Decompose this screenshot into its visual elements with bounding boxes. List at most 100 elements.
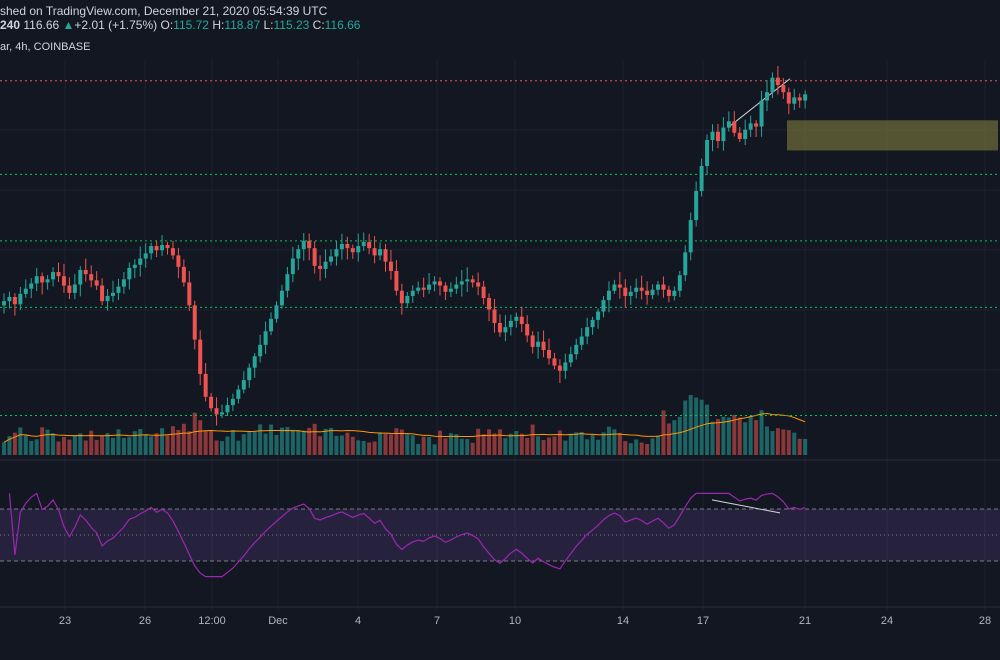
published-line: shed on TradingView.com, December 21, 20… bbox=[0, 4, 328, 18]
candle-body bbox=[775, 77, 780, 85]
volume-bar bbox=[7, 436, 12, 455]
candle-body bbox=[623, 287, 628, 296]
volume-bar bbox=[61, 436, 66, 455]
x-tick-label: 10 bbox=[509, 615, 521, 627]
candle-body bbox=[56, 272, 61, 277]
volume-bar bbox=[568, 433, 573, 455]
candle-body bbox=[743, 129, 748, 139]
volume-bar bbox=[710, 421, 715, 455]
volume-bar bbox=[454, 434, 459, 455]
candle-body bbox=[487, 298, 492, 310]
volume-bar bbox=[225, 436, 230, 455]
candle-body bbox=[710, 131, 715, 141]
candle-body bbox=[634, 287, 639, 292]
volume-bar bbox=[214, 440, 219, 455]
volume-bar bbox=[296, 430, 301, 455]
candle-body bbox=[443, 285, 448, 292]
volume-bar bbox=[536, 436, 541, 455]
volume-ma-line bbox=[3, 413, 806, 443]
x-tick-label: 17 bbox=[697, 615, 709, 627]
volume-bar bbox=[372, 441, 377, 455]
volume-bar bbox=[247, 431, 252, 455]
candle-body bbox=[312, 248, 317, 266]
volume-bar bbox=[459, 438, 464, 455]
candle-body bbox=[285, 274, 290, 291]
volume-bar bbox=[94, 439, 99, 455]
volume-bar bbox=[230, 430, 235, 455]
volume-bar bbox=[530, 424, 535, 455]
candle-body bbox=[672, 290, 677, 296]
volume-bar bbox=[525, 437, 530, 455]
change-arrow-icon: ▲ bbox=[62, 18, 75, 32]
volume-bar bbox=[252, 432, 257, 455]
volume-bar bbox=[732, 414, 737, 455]
volume-bar bbox=[705, 404, 710, 455]
x-tick-label: 23 bbox=[59, 615, 71, 627]
volume-bar bbox=[323, 428, 328, 455]
price-candles bbox=[2, 66, 808, 426]
volume-bar bbox=[759, 410, 764, 455]
volume-bar bbox=[263, 433, 268, 455]
volume-bar bbox=[639, 442, 644, 455]
volume-bar bbox=[72, 435, 77, 455]
volume-bar bbox=[748, 416, 753, 455]
candle-body bbox=[67, 285, 72, 293]
candle-body bbox=[481, 286, 486, 299]
volume-bar bbox=[590, 434, 595, 455]
candle-body bbox=[759, 100, 764, 127]
volume-bar bbox=[89, 430, 94, 455]
volume-bar bbox=[672, 420, 677, 455]
volume-bar bbox=[770, 431, 775, 455]
candle-body bbox=[715, 131, 720, 142]
volume-bar bbox=[721, 416, 726, 455]
candle-body bbox=[508, 320, 513, 328]
candle-body bbox=[726, 121, 731, 128]
volume-bar bbox=[514, 430, 519, 455]
close-value: 116.66 bbox=[324, 18, 361, 32]
candle-body bbox=[383, 249, 388, 262]
candle-body bbox=[29, 283, 34, 289]
candle-body bbox=[296, 249, 301, 259]
volume-bar bbox=[438, 430, 442, 455]
candle-body bbox=[220, 412, 224, 415]
volume-bar bbox=[12, 432, 17, 455]
volume-bar bbox=[596, 439, 601, 455]
volume-bar bbox=[220, 441, 224, 455]
volume-bar bbox=[170, 426, 175, 455]
volume-bar bbox=[416, 443, 421, 455]
volume-bar bbox=[345, 432, 350, 455]
volume-bar bbox=[132, 431, 137, 455]
volume-bar bbox=[786, 430, 791, 455]
candle-body bbox=[132, 264, 137, 268]
candle-body bbox=[612, 284, 617, 291]
candle-body bbox=[230, 398, 235, 406]
open-value: 115.72 bbox=[173, 18, 209, 32]
horizontal-levels[interactable] bbox=[0, 78, 1000, 416]
high-value: 118.87 bbox=[224, 18, 261, 32]
volume-bar bbox=[574, 432, 579, 455]
volume-bar bbox=[743, 422, 748, 455]
volume-bar bbox=[121, 437, 126, 455]
volume-bar bbox=[792, 432, 797, 455]
candle-body bbox=[334, 249, 339, 257]
candle-body bbox=[405, 295, 410, 304]
candle-body bbox=[656, 284, 660, 290]
candle-body bbox=[214, 408, 219, 415]
volume-bar bbox=[470, 442, 475, 455]
candle-body bbox=[645, 290, 650, 295]
low-value: 115.23 bbox=[273, 18, 310, 32]
volume-bar bbox=[432, 444, 437, 455]
candle-body bbox=[18, 293, 23, 305]
candle-body bbox=[552, 358, 557, 366]
candle-body bbox=[737, 132, 742, 139]
candle-body bbox=[683, 252, 688, 276]
candle-body bbox=[590, 319, 595, 328]
volume-bar bbox=[378, 432, 383, 455]
volume-bar bbox=[579, 432, 584, 455]
volume-bar bbox=[285, 427, 290, 455]
volume-pane bbox=[2, 395, 808, 455]
volume-bar bbox=[650, 438, 655, 455]
volume-bar bbox=[552, 436, 557, 455]
candle-body bbox=[127, 267, 132, 280]
